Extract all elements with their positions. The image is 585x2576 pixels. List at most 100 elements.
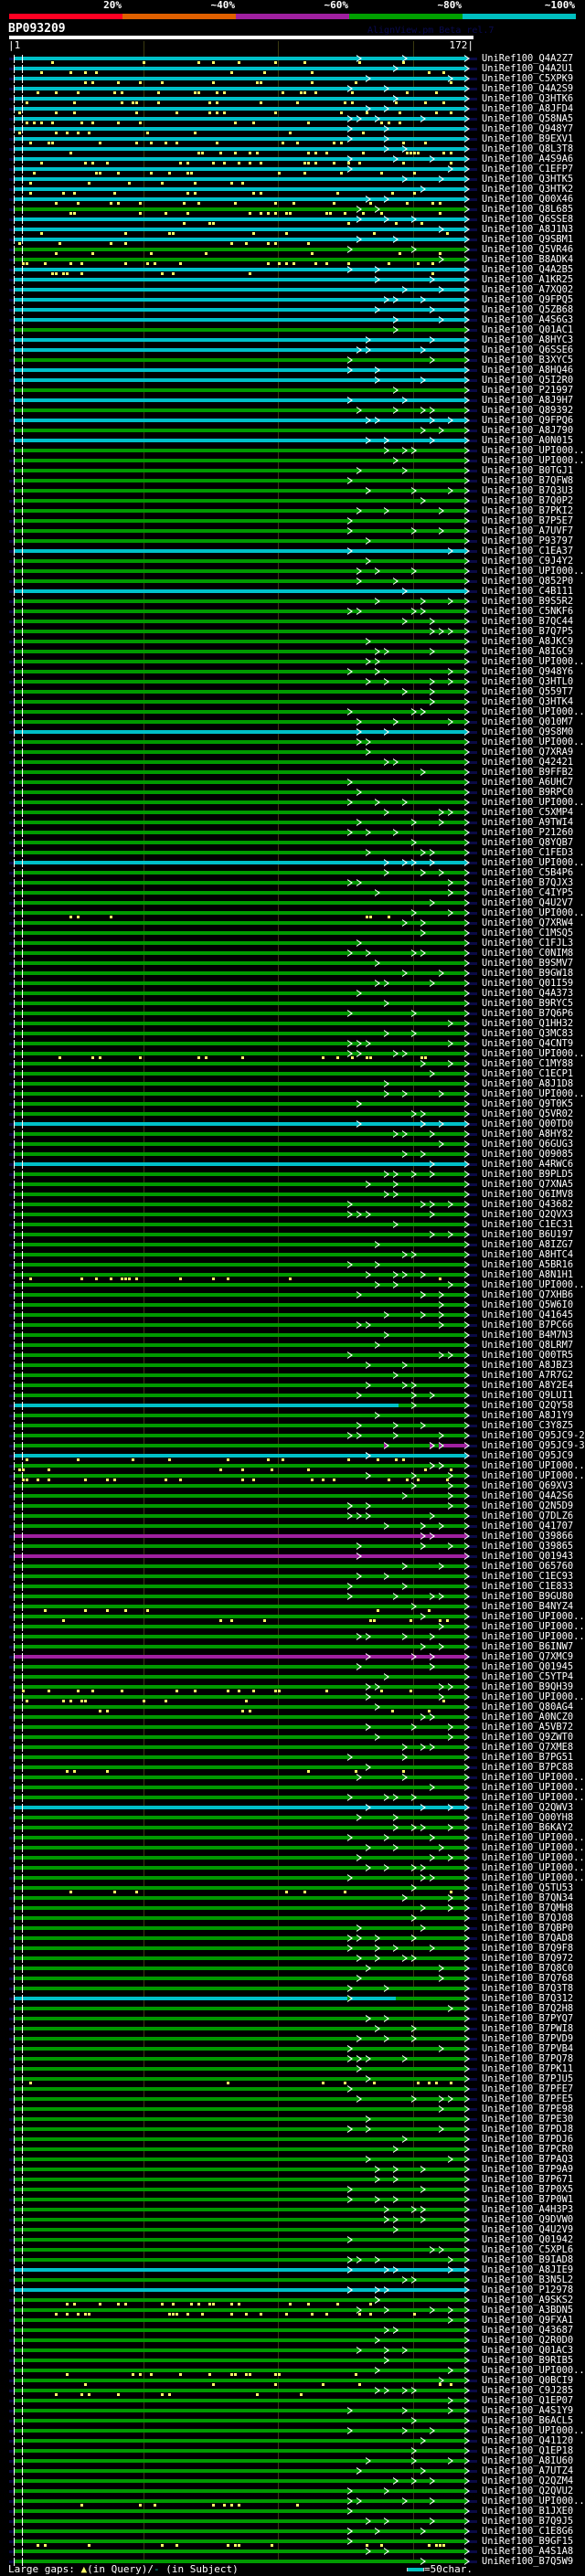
subject-label[interactable]: UniRef100_UPI000.. xyxy=(482,2496,585,2507)
subject-label[interactable]: UniRef100_B7PDJ6 xyxy=(482,2134,574,2145)
alignment-bar[interactable] xyxy=(14,1363,464,1367)
alignment-row[interactable]: UniRef100_Q852P0 xyxy=(0,577,585,587)
alignment-bar[interactable] xyxy=(14,690,464,694)
alignment-row[interactable]: UniRef100_C4B111 xyxy=(0,587,585,597)
subject-label[interactable]: UniRef100_Q00TD0 xyxy=(482,1118,574,1129)
subject-label[interactable]: UniRef100_UPI000.. xyxy=(482,1772,585,1783)
alignment-bar[interactable] xyxy=(14,1605,464,1608)
alignment-bar[interactable] xyxy=(14,268,464,271)
alignment-row[interactable]: UniRef100_Q9FPQ6 xyxy=(0,416,585,426)
alignment-row[interactable]: UniRef100_B9S5R2 xyxy=(0,597,585,607)
alignment-row[interactable]: UniRef100_Q559T7 xyxy=(0,687,585,697)
alignment-row[interactable]: UniRef100_Q4A2S6 xyxy=(0,1491,585,1501)
alignment-row[interactable]: UniRef100_B7PQ78 xyxy=(0,2054,585,2064)
alignment-row[interactable]: UniRef100_A4S1Y9 xyxy=(0,2406,585,2416)
alignment-row[interactable]: UniRef100_B7QFW8 xyxy=(0,476,585,486)
subject-label[interactable]: UniRef100_A4S6G3 xyxy=(482,314,574,325)
alignment-row[interactable]: UniRef100_B7PK11 xyxy=(0,2064,585,2074)
alignment-row[interactable]: UniRef100_Q41645 xyxy=(0,1310,585,1320)
alignment-row[interactable]: UniRef100_B7Q9J5 xyxy=(0,2517,585,2527)
alignment-row[interactable]: UniRef100_B0TGJ1 xyxy=(0,466,585,476)
alignment-bar[interactable] xyxy=(14,1424,464,1427)
alignment-row[interactable]: UniRef100_A8J1D8 xyxy=(0,1079,585,1089)
alignment-row[interactable]: UniRef100_A8J1Y9 xyxy=(0,1411,585,1421)
subject-label[interactable]: UniRef100_Q5VR46 xyxy=(482,244,574,255)
subject-label[interactable]: UniRef100_B7PJU5 xyxy=(482,2073,574,2084)
alignment-bar[interactable] xyxy=(14,1373,464,1377)
alignment-row[interactable]: UniRef100_UPI000.. xyxy=(0,446,585,456)
subject-label[interactable]: UniRef100_Q43682 xyxy=(482,1199,574,1210)
subject-label[interactable]: UniRef100_Q7XMC9 xyxy=(482,1651,574,1662)
alignment-row[interactable]: UniRef100_B7PC88 xyxy=(0,1763,585,1773)
alignment-bar[interactable] xyxy=(14,509,464,513)
alignment-bar[interactable] xyxy=(14,408,464,412)
subject-label[interactable]: UniRef100_B9EXV1 xyxy=(482,133,574,144)
alignment-bar[interactable] xyxy=(14,2288,464,2292)
alignment-bar[interactable] xyxy=(14,1223,464,1226)
subject-label[interactable]: UniRef100_Q4A2B5 xyxy=(482,264,574,275)
alignment-row[interactable]: UniRef100_A8J790 xyxy=(0,426,585,436)
alignment-row[interactable]: UniRef100_B7PJU5 xyxy=(0,2074,585,2084)
subject-label[interactable]: UniRef100_B9RYC5 xyxy=(482,998,574,1009)
subject-label[interactable]: UniRef100_Q8LRM7 xyxy=(482,1340,574,1351)
alignment-bar[interactable] xyxy=(14,740,464,744)
alignment-bar[interactable] xyxy=(14,228,464,231)
alignment-row[interactable]: UniRef100_B8ADK4 xyxy=(0,255,585,265)
alignment-bar[interactable] xyxy=(14,1142,464,1146)
alignment-bar[interactable] xyxy=(14,1806,464,1809)
subject-label[interactable]: UniRef100_Q852P0 xyxy=(482,576,574,587)
alignment-bar[interactable] xyxy=(14,1112,464,1116)
alignment-bar[interactable] xyxy=(14,1404,399,1407)
alignment-row[interactable]: UniRef100_UPI000.. xyxy=(0,737,585,747)
subject-label[interactable]: UniRef100_Q95JC9-2 xyxy=(482,1430,585,1441)
alignment-bar[interactable] xyxy=(14,1434,464,1437)
subject-label[interactable]: UniRef100_C5B4P6 xyxy=(482,867,574,878)
alignment-bar[interactable] xyxy=(14,57,464,60)
alignment-bar[interactable] xyxy=(14,961,464,965)
subject-label[interactable]: UniRef100_Q6SSE6 xyxy=(482,345,574,355)
alignment-row[interactable]: UniRef100_Q00TD0 xyxy=(0,1119,585,1129)
alignment-row[interactable]: UniRef100_Q9FPQ5 xyxy=(0,295,585,305)
alignment-row[interactable]: UniRef100_C5XPK9 xyxy=(0,74,585,84)
alignment-bar[interactable] xyxy=(14,1062,464,1065)
subject-label[interactable]: UniRef100_Q5TU53 xyxy=(482,1882,574,1893)
alignment-bar[interactable] xyxy=(14,1052,464,1055)
alignment-bar[interactable] xyxy=(14,539,464,543)
subject-label[interactable]: UniRef100_Q9DVW0 xyxy=(482,2214,574,2225)
subject-label[interactable]: UniRef100_B7QN34 xyxy=(482,1892,574,1903)
alignment-row[interactable]: UniRef100_Q9LUI1 xyxy=(0,1391,585,1401)
alignment-row[interactable]: UniRef100_B7PVB4 xyxy=(0,2044,585,2054)
alignment-bar[interactable] xyxy=(14,871,464,875)
alignment-bar[interactable] xyxy=(14,2097,464,2101)
alignment-row[interactable]: UniRef100_A8HYC3 xyxy=(0,335,585,345)
alignment-row[interactable]: UniRef100_B7P5E7 xyxy=(0,516,585,526)
subject-label[interactable]: UniRef100_B7PFE5 xyxy=(482,2094,574,2104)
subject-label[interactable]: UniRef100_Q8L3T8 xyxy=(482,143,574,154)
alignment-bar[interactable] xyxy=(14,1273,464,1277)
subject-label[interactable]: UniRef100_Q69XV3 xyxy=(482,1480,574,1491)
alignment-row[interactable]: UniRef100_P12978 xyxy=(0,2285,585,2295)
subject-label[interactable]: UniRef100_B9GF15 xyxy=(482,2536,574,2547)
alignment-row[interactable]: UniRef100_A7UVF7 xyxy=(0,526,585,536)
alignment-row[interactable]: UniRef100_C1EA37 xyxy=(0,546,585,557)
alignment-bar[interactable] xyxy=(14,1715,464,1719)
alignment-bar[interactable] xyxy=(14,77,464,80)
subject-label[interactable]: UniRef100_A8IU60 xyxy=(482,2455,574,2466)
alignment-bar[interactable] xyxy=(14,1454,464,1458)
alignment-row[interactable]: UniRef100_C1FED3 xyxy=(0,848,585,858)
alignment-row[interactable]: UniRef100_B9GF15 xyxy=(0,2537,585,2547)
alignment-row[interactable]: UniRef100_A8IGC9 xyxy=(0,647,585,657)
alignment-row[interactable]: UniRef100_A8HQ46 xyxy=(0,366,585,376)
subject-label[interactable]: UniRef100_B7Q9F8 xyxy=(482,1943,574,1954)
alignment-row[interactable]: UniRef100_B7PE30 xyxy=(0,2115,585,2125)
alignment-row[interactable]: UniRef100_Q5TU53 xyxy=(0,1883,585,1893)
subject-label[interactable]: UniRef100_A8J9H7 xyxy=(482,395,574,406)
subject-label[interactable]: UniRef100_Q5W6I0 xyxy=(482,1299,574,1310)
subject-label[interactable]: UniRef100_A8JFD4 xyxy=(482,103,574,114)
alignment-bar[interactable] xyxy=(14,2157,464,2161)
alignment-bar[interactable] xyxy=(14,1816,464,1819)
alignment-row[interactable]: UniRef100_Q9DVW0 xyxy=(0,2215,585,2225)
alignment-row[interactable]: UniRef100_Q4U2V7 xyxy=(0,898,585,908)
alignment-row[interactable]: UniRef100_Q6IMV8 xyxy=(0,1190,585,1200)
subject-label[interactable]: UniRef100_B7Q3U3 xyxy=(482,485,574,496)
